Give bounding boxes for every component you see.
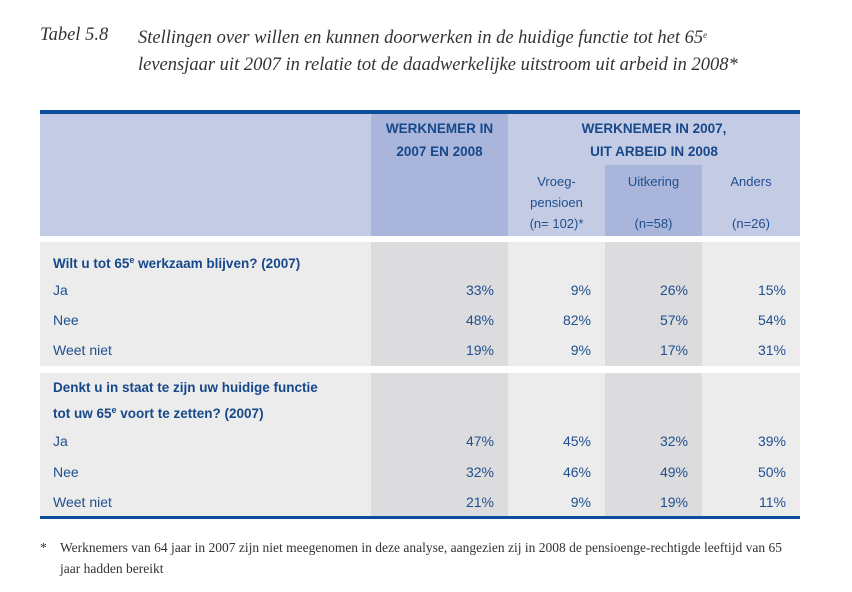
value-cell: 47%: [465, 433, 494, 449]
header-uitkering-shade: [605, 165, 702, 236]
header-uitkering: Uitkering (n=58): [605, 171, 702, 234]
value-cell: 19%: [465, 342, 494, 358]
section2-col3-shade: [605, 373, 702, 516]
header-col1-line2: 2007 EN 2008: [396, 144, 483, 159]
row-label: Ja: [53, 282, 68, 298]
value-cell: 9%: [570, 342, 591, 358]
sub-line2: pensioen: [530, 195, 583, 210]
value-cell: 32%: [659, 433, 688, 449]
row-label: Weet niet: [53, 494, 112, 510]
q-part: Wilt u tot 65: [53, 256, 130, 271]
section1-col1-shade: [371, 242, 508, 366]
q-line1: Denkt u in staat te zijn uw huidige func…: [53, 380, 318, 395]
value-cell: 49%: [659, 464, 688, 480]
footnote-text: Werknemers van 64 jaar in 2007 zijn niet…: [60, 540, 783, 576]
header-group-line2: UIT ARBEID IN 2008: [590, 144, 718, 159]
value-cell: 19%: [659, 494, 688, 510]
header-vroegpensioen: Vroeg-pensioen (n= 102)*: [508, 171, 605, 234]
value-cell: 45%: [562, 433, 591, 449]
sub-line1: Vroeg-: [537, 174, 576, 189]
caption-part-2: levensjaar uit 2007 in relatie tot de da…: [138, 55, 738, 75]
value-cell: 31%: [757, 342, 786, 358]
value-cell: 50%: [757, 464, 786, 480]
row-label: Weet niet: [53, 342, 112, 358]
table-number: Tabel 5.8: [40, 25, 109, 45]
section1-question: Wilt u tot 65e werkzaam blijven? (2007): [53, 249, 300, 275]
header-group-line1: WERKNEMER IN 2007,: [581, 121, 727, 136]
value-cell: 21%: [465, 494, 494, 510]
q-sup: e: [111, 405, 117, 415]
caption-part: Stellingen over willen en kunnen doorwer…: [138, 28, 704, 48]
row-label: Ja: [53, 433, 68, 449]
value-cell: 32%: [465, 464, 494, 480]
caption-sup: e: [703, 30, 708, 40]
q-part: werkzaam blijven? (2007): [134, 256, 301, 271]
value-cell: 17%: [659, 342, 688, 358]
sub-n: (n=26): [732, 216, 770, 231]
value-cell: 33%: [465, 282, 494, 298]
value-cell: 9%: [570, 282, 591, 298]
value-cell: 54%: [757, 312, 786, 328]
value-cell: 57%: [659, 312, 688, 328]
sub-n: (n=58): [634, 216, 673, 231]
sub-n: (n= 102)*: [529, 216, 584, 231]
section2-question: Denkt u in staat te zijn uw huidige func…: [53, 376, 318, 425]
table-bottom-rule: [40, 516, 800, 519]
value-cell: 39%: [757, 433, 786, 449]
value-cell: 9%: [570, 494, 591, 510]
table-caption: Stellingen over willen en kunnen doorwer…: [138, 22, 852, 79]
footnote-marker: *: [40, 540, 47, 555]
sub-line1: Anders: [730, 174, 772, 189]
table-top-rule: [40, 110, 800, 114]
header-col1-line1: WERKNEMER IN: [385, 121, 494, 136]
section2-col1-shade: [371, 373, 508, 516]
value-cell: 46%: [562, 464, 591, 480]
value-cell: 11%: [759, 494, 786, 510]
header-group: WERKNEMER IN 2007, UIT ARBEID IN 2008: [508, 117, 800, 163]
q-sup: e: [129, 255, 135, 265]
row-label: Nee: [53, 312, 79, 328]
row-label: Nee: [53, 464, 79, 480]
value-cell: 15%: [757, 282, 786, 298]
header-anders: Anders (n=26): [702, 171, 800, 234]
value-cell: 82%: [562, 312, 591, 328]
q-part: tot uw 65: [53, 406, 112, 421]
value-cell: 26%: [659, 282, 688, 298]
header-col1: WERKNEMER IN 2007 EN 2008: [371, 117, 508, 163]
header-col1-shade: [371, 114, 508, 236]
sub-line1: Uitkering: [627, 174, 680, 189]
value-cell: 48%: [465, 312, 494, 328]
section1-col3-shade: [605, 242, 702, 366]
q-part: voort te zetten? (2007): [116, 406, 264, 421]
